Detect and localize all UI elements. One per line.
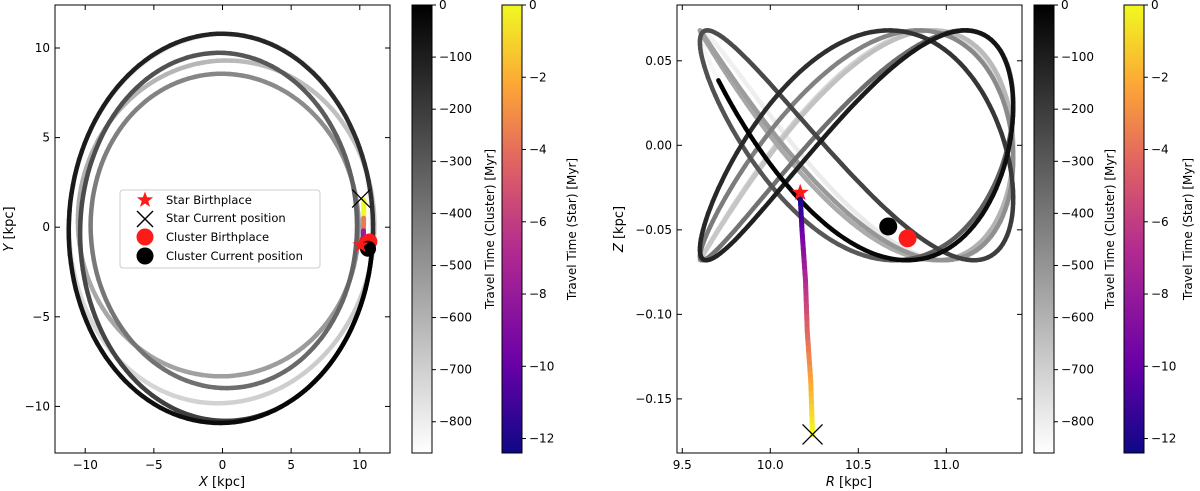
left-colorbar-cluster-tick-label: −700 <box>439 363 472 377</box>
right-colorbar-star-label: Travel Time (Star) [Myr] <box>1181 158 1195 301</box>
left-x-ticks: −10 −5 0 5 10 <box>73 5 367 472</box>
left-x-tick-label: −10 <box>73 458 98 472</box>
left-colorbar-cluster-tick-label: −300 <box>439 154 472 168</box>
left-y-tick-label: −5 <box>32 310 50 324</box>
left-colorbar-cluster: 0 −100 −200 −300 −400 −500 −600 −700 −800 Travel… <box>411 0 497 454</box>
left-colorbar-star-tick-label: −4 <box>529 143 547 157</box>
left-colorbar-cluster-tick-label: −800 <box>439 415 472 429</box>
left-x-tick-label: 5 <box>287 458 295 472</box>
right-cluster-orbit <box>697 28 1016 263</box>
right-colorbar-cluster-tick-label: 0 <box>1061 0 1069 12</box>
right-colorbar-cluster-tick-label: −300 <box>1061 154 1094 168</box>
right-colorbar-cluster-tick-label: −200 <box>1061 102 1094 116</box>
right-cluster-orbit-segment <box>716 78 724 89</box>
right-y-tick-label: 0.05 <box>645 54 672 68</box>
legend-label-cluster-current: Cluster Current position <box>166 249 303 263</box>
right-colorbar-star-tick-label: −8 <box>1151 287 1169 301</box>
right-x-tick-label: 10.0 <box>757 458 784 472</box>
legend-label-star-birthplace: Star Birthplace <box>166 193 252 207</box>
right-y-ticks: 0.05 0.00 −0.05 −0.10 −0.15 <box>635 54 1022 406</box>
right-colorbar-cluster-gradient <box>1033 4 1055 454</box>
right-colorbar-star: 0 −2 −4 −6 −8 −10 −12 Travel Time (Star) [Myr] <box>1123 0 1195 454</box>
right-colorbar-star-tick-label: 0 <box>1151 0 1159 12</box>
left-y-tick-label: 5 <box>42 131 50 145</box>
right-star-current-marker <box>802 423 823 445</box>
right-colorbar-cluster-tick-label: −500 <box>1061 258 1094 272</box>
left-colorbar-star-label: Travel Time (Star) [Myr] <box>565 158 579 301</box>
left-colorbar-cluster-tick-label: 0 <box>439 0 447 12</box>
right-axes-frame <box>676 4 1023 454</box>
left-colorbar-cluster-tick-label: −500 <box>439 258 472 272</box>
left-x-axis-label: X [kpc] <box>198 475 245 490</box>
left-y-tick-label: 0 <box>42 220 50 234</box>
right-colorbar-cluster-tick-label: −800 <box>1061 415 1094 429</box>
right-colorbar-star-tick-label: −10 <box>1151 359 1176 373</box>
left-colorbar-cluster-tick-label: −600 <box>439 311 472 325</box>
left-y-tick-label: −10 <box>25 399 50 413</box>
legend-star-icon <box>136 191 154 207</box>
legend-black-circle-icon <box>136 247 154 265</box>
legend-x-icon <box>136 210 154 228</box>
right-colorbar-cluster-tick-label: −400 <box>1061 206 1094 220</box>
right-x-tick-label: 11.0 <box>933 458 960 472</box>
left-colorbar-cluster-gradient <box>411 4 433 454</box>
right-x-tick-label: 10.5 <box>845 458 872 472</box>
right-colorbar-cluster-label: Travel Time (Cluster) [Myr] <box>1103 149 1117 310</box>
left-colorbar-cluster-tick-label: −400 <box>439 206 472 220</box>
left-colorbar-star-tick-label: −6 <box>529 215 547 229</box>
left-colorbar-star-gradient <box>501 4 523 454</box>
right-colorbar-star-tick-label: −12 <box>1151 432 1176 446</box>
right-y-tick-label: 0.00 <box>645 138 672 152</box>
left-colorbar-cluster-tick-label: −200 <box>439 102 472 116</box>
left-markers <box>351 189 378 257</box>
left-colorbar-star-tick-label: 0 <box>529 0 537 12</box>
left-colorbar-cluster-tick-label: −100 <box>439 50 472 64</box>
left-colorbar-star-tick-label: −10 <box>529 359 554 373</box>
left-star-current-marker <box>351 189 371 208</box>
right-y-tick-label: −0.15 <box>635 392 672 406</box>
legend-label-star-current: Star Current position <box>166 211 286 225</box>
left-y-ticks: −10 −5 0 5 10 <box>25 41 390 413</box>
right-markers <box>791 183 917 445</box>
legend-label-cluster-birthplace: Cluster Birthplace <box>166 230 269 244</box>
right-y-tick-label: −0.05 <box>635 223 672 237</box>
left-cluster-orbit <box>66 31 377 426</box>
right-colorbar-star-tick-label: −4 <box>1151 143 1169 157</box>
left-x-tick-label: 10 <box>352 458 367 472</box>
right-colorbar-cluster-tick-label: −600 <box>1061 311 1094 325</box>
right-y-axis-label: Z [kpc] <box>612 206 627 253</box>
right-cluster-current-marker <box>879 217 898 236</box>
right-x-tick-label: 9.5 <box>673 458 692 472</box>
right-star-birthplace-marker <box>791 183 809 200</box>
right-x-axis-label: R [kpc] <box>826 475 872 490</box>
left-panel: −10 −5 0 5 10 −10 −5 0 5 10 X [kpc] Y [kpc] Star… <box>2 4 391 490</box>
right-colorbar-cluster: 0 −100 −200 −300 −400 −500 −600 −700 −800 Travel… <box>1033 0 1117 454</box>
left-colorbar-star-tick-label: −8 <box>529 287 547 301</box>
right-colorbar-cluster-tick-label: −100 <box>1061 50 1094 64</box>
left-colorbar-star-tick-label: −12 <box>529 432 554 446</box>
right-colorbar-star-tick-label: −2 <box>1151 70 1169 84</box>
right-cluster-birthplace-marker <box>898 229 917 248</box>
left-colorbar-cluster-label: Travel Time (Cluster) [Myr] <box>483 149 497 310</box>
left-y-tick-label: 10 <box>35 41 50 55</box>
left-y-axis-label: Y [kpc] <box>2 206 17 251</box>
right-x-ticks: 9.5 10.0 10.5 11.0 <box>673 5 960 472</box>
legend: Star Birthplace Star Current position Cl… <box>119 189 321 269</box>
legend-box <box>119 189 321 269</box>
right-star-orbit <box>797 193 816 437</box>
right-colorbar-cluster-tick-label: −700 <box>1061 363 1094 377</box>
right-colorbar-star-gradient <box>1123 4 1145 454</box>
legend-red-circle-icon <box>136 228 154 246</box>
right-panel: 9.5 10.0 10.5 11.0 0.050.00−0.05−0.10−0.15 … <box>612 4 1023 490</box>
right-colorbar-star-tick-label: −6 <box>1151 215 1169 229</box>
left-x-tick-label: −5 <box>145 458 163 472</box>
left-colorbar-star: 0 −2 −4 −6 −8 −10 −12 Travel Time (Star) [Myr] <box>501 0 579 454</box>
right-y-tick-label: −0.10 <box>635 307 672 321</box>
left-star-birthplace-marker <box>352 236 369 252</box>
left-x-tick-label: 0 <box>219 458 227 472</box>
left-colorbar-star-tick-label: −2 <box>529 70 547 84</box>
